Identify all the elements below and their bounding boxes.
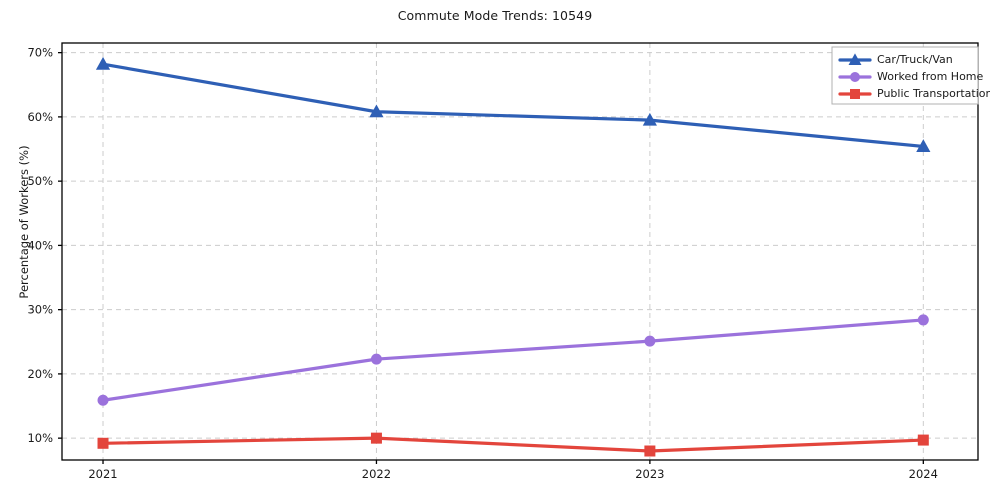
x-tick-label: 2024 [909,467,938,481]
chart-legend[interactable]: Car/Truck/Van Worked from Home Public Tran… [831,46,990,105]
series-line [101,62,925,149]
chart-title: Commute Mode Trends: 10549 [397,8,593,23]
axis-spines [61,42,979,461]
data-point-marker [917,314,929,326]
grid-lines [62,43,978,460]
axis-ticks [58,51,924,464]
x-tick-label: 2022 [362,467,391,481]
data-point-marker [97,437,109,449]
data-point-marker [644,335,656,347]
y-tick-label: 70% [27,46,53,60]
y-tick-label: 20% [27,367,53,381]
data-series [97,314,929,406]
data-point-marker [644,445,656,457]
series-line [101,436,925,453]
y-tick-label: 10% [27,431,53,445]
data-series [97,432,929,457]
data-point-marker [370,353,382,365]
y-tick-label: 60% [27,110,53,124]
data-point-marker [850,72,860,82]
data-point-marker [369,104,384,118]
legend-label: Worked from Home [877,70,984,83]
data-point-marker [97,394,109,406]
data-series-layer [95,56,931,457]
data-point-marker [917,434,929,446]
x-tick-label: 2023 [635,467,664,481]
data-point-marker [95,56,111,70]
data-series [95,56,931,152]
legend-label: Public Transportation [877,87,990,100]
data-point-marker [916,139,931,152]
y-tick-label: 40% [27,238,53,252]
y-tick-label: 50% [27,174,53,188]
x-tick-labels: 2021 2022 2023 2024 [88,467,938,481]
x-tick-label: 2021 [88,467,117,481]
series-line [101,318,925,402]
data-point-marker [850,89,860,99]
legend-label: Car/Truck/Van [877,53,953,66]
y-tick-labels: 10% 20% 30% 40% 50% 60% 70% [27,46,53,446]
data-point-marker [642,112,657,126]
data-point-marker [848,53,862,65]
data-point-marker [370,432,382,444]
y-tick-label: 30% [27,303,53,317]
plot-border [61,42,979,461]
